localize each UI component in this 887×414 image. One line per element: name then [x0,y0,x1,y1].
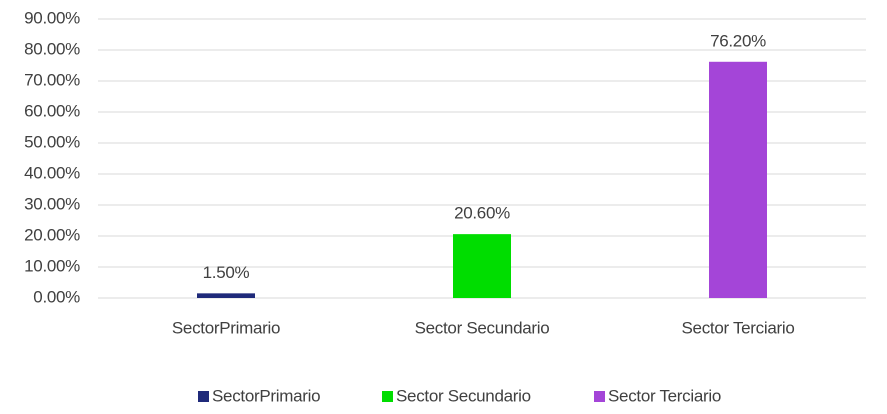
legend-swatch [382,391,393,402]
data-label: 20.60% [454,204,510,223]
y-tick-label: 70.00% [24,70,80,89]
y-tick-label: 30.00% [24,194,80,213]
y-tick-label: 10.00% [24,256,80,275]
y-tick-label: 80.00% [24,39,80,58]
legend-label: SectorPrimario [212,386,320,405]
data-label: 1.50% [203,263,250,282]
bar [709,61,767,298]
legend-swatch [198,391,209,402]
x-tick-label: Sector Secundario [415,318,550,337]
legend-label: Sector Secundario [396,386,531,405]
y-tick-label: 0.00% [33,287,80,306]
legend-swatch [594,391,605,402]
data-label: 76.20% [710,31,766,50]
x-tick-label: SectorPrimario [172,318,280,337]
bar [197,293,255,298]
bar [453,234,511,298]
x-tick-label: Sector Terciario [682,318,795,337]
y-tick-label: 90.00% [24,8,80,27]
legend-label: Sector Terciario [608,386,721,405]
y-tick-label: 20.00% [24,225,80,244]
y-tick-label: 40.00% [24,163,80,182]
y-tick-label: 60.00% [24,101,80,120]
y-tick-label: 50.00% [24,132,80,151]
